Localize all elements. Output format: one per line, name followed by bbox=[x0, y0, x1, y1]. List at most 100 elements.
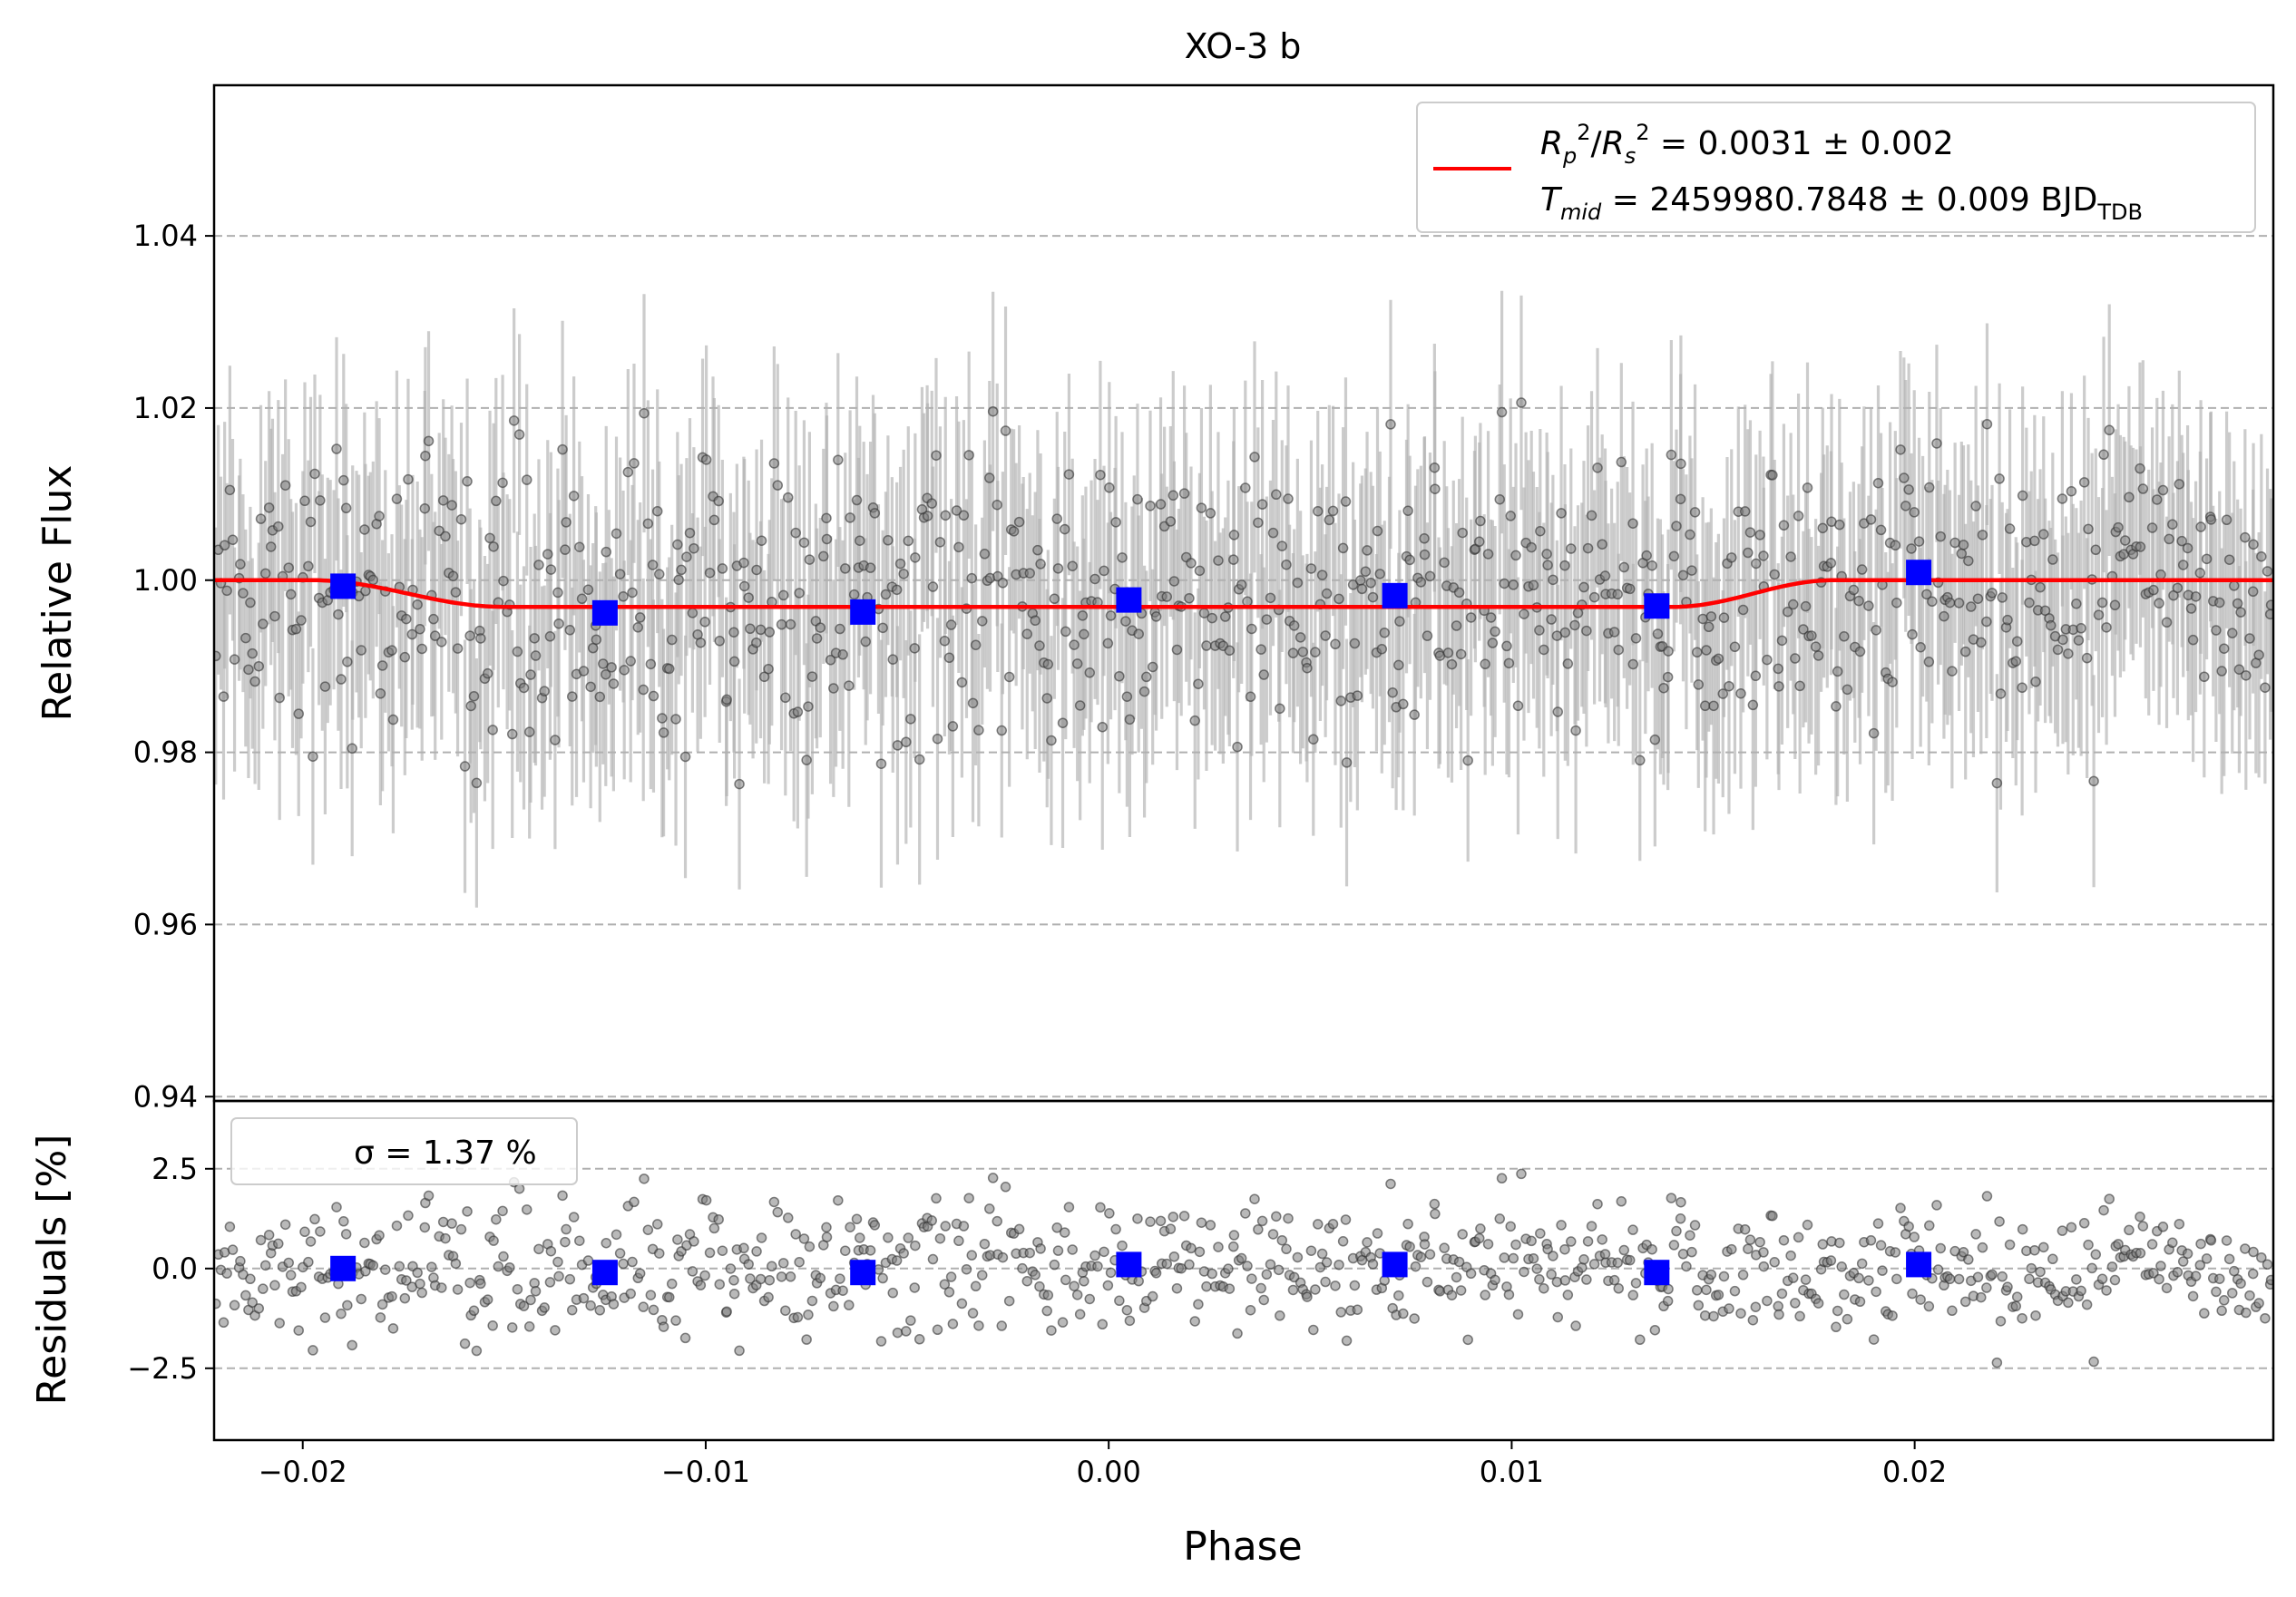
residual-point bbox=[801, 1334, 812, 1345]
residual-point bbox=[2214, 1273, 2225, 1284]
residual-point bbox=[376, 1299, 388, 1310]
residual-point bbox=[293, 1325, 304, 1336]
residual-point bbox=[1150, 1268, 1162, 1279]
raw-point bbox=[331, 443, 342, 454]
residual-binned-point bbox=[330, 1255, 357, 1281]
raw-point bbox=[1581, 625, 1592, 637]
raw-point bbox=[1612, 589, 1623, 600]
residual-point bbox=[560, 1236, 571, 1248]
residual-point bbox=[2146, 1239, 2158, 1250]
raw-point bbox=[2235, 607, 2246, 618]
raw-point bbox=[1776, 635, 1788, 647]
residual-point bbox=[459, 1338, 471, 1349]
raw-point bbox=[482, 667, 493, 679]
residual-point bbox=[1582, 1236, 1594, 1247]
raw-point bbox=[1834, 519, 1845, 531]
raw-point bbox=[1810, 641, 1822, 652]
residual-point bbox=[1997, 1271, 2008, 1282]
raw-point bbox=[1773, 681, 1784, 692]
residual-point bbox=[1201, 1281, 1212, 1292]
raw-point bbox=[525, 669, 536, 680]
x-ticks: −0.02 −0.01 0.00 0.01 0.02 bbox=[259, 1440, 1947, 1489]
raw-point bbox=[2017, 682, 2027, 693]
residual-point bbox=[1132, 1213, 1143, 1224]
raw-point bbox=[1649, 734, 1661, 745]
raw-point bbox=[1276, 540, 1288, 551]
residuals-raw-points bbox=[214, 1168, 2273, 1368]
raw-point bbox=[611, 528, 622, 540]
raw-point bbox=[2137, 483, 2149, 494]
residual-point bbox=[2026, 1262, 2037, 1274]
residual-point bbox=[1947, 1305, 1958, 1317]
raw-point bbox=[2063, 648, 2074, 659]
raw-point bbox=[2167, 519, 2178, 530]
raw-point bbox=[550, 735, 561, 745]
raw-point bbox=[1750, 670, 1762, 682]
raw-point bbox=[1494, 493, 1506, 505]
residual-point bbox=[1817, 1239, 1828, 1250]
raw-point bbox=[1321, 588, 1333, 599]
residual-point bbox=[513, 1183, 525, 1194]
residual-point bbox=[1853, 1272, 1864, 1284]
residual-point bbox=[833, 1194, 844, 1206]
raw-point bbox=[738, 580, 750, 592]
residual-point bbox=[939, 1279, 951, 1290]
residual-point bbox=[1321, 1257, 1333, 1268]
raw-point bbox=[987, 405, 999, 417]
raw-point bbox=[2265, 599, 2273, 610]
raw-point bbox=[2164, 533, 2174, 545]
raw-point bbox=[450, 587, 462, 598]
raw-point bbox=[1398, 698, 1409, 710]
raw-point bbox=[1994, 473, 2005, 484]
raw-point bbox=[1903, 484, 1914, 495]
residual-point bbox=[1581, 1274, 1592, 1285]
residual-point bbox=[218, 1317, 230, 1329]
residual-point bbox=[1548, 1251, 1558, 1261]
raw-point bbox=[1872, 477, 1884, 489]
residual-point bbox=[550, 1325, 561, 1336]
raw-point bbox=[828, 683, 839, 694]
raw-point bbox=[721, 694, 732, 706]
residual-point bbox=[1105, 1267, 1117, 1279]
residual-point bbox=[367, 1260, 379, 1271]
raw-point bbox=[1552, 706, 1564, 717]
raw-point bbox=[790, 527, 801, 539]
residual-point bbox=[1099, 1246, 1109, 1258]
raw-point bbox=[689, 542, 699, 554]
residual-point bbox=[2241, 1307, 2252, 1319]
raw-point bbox=[1354, 575, 1366, 586]
residual-point bbox=[2265, 1274, 2273, 1286]
residual-point bbox=[708, 1222, 720, 1234]
residual-point bbox=[1327, 1218, 1339, 1230]
raw-point bbox=[2076, 623, 2086, 634]
residual-point bbox=[1510, 1239, 1521, 1251]
raw-point bbox=[1487, 638, 1499, 648]
residual-point bbox=[1519, 1266, 1529, 1278]
raw-point bbox=[468, 690, 480, 702]
residual-point bbox=[533, 1243, 544, 1255]
raw-point bbox=[391, 493, 403, 504]
residual-point bbox=[2247, 1268, 2259, 1280]
residual-point bbox=[552, 1256, 563, 1268]
residual-point bbox=[1465, 1268, 1477, 1280]
residual-point bbox=[374, 1230, 385, 1242]
residual-point bbox=[2154, 1273, 2164, 1285]
raw-point bbox=[898, 569, 909, 579]
raw-point bbox=[2155, 569, 2166, 580]
raw-point bbox=[2221, 514, 2232, 526]
residual-point bbox=[932, 1324, 943, 1336]
raw-point bbox=[1887, 677, 1898, 687]
raw-point bbox=[1787, 599, 1799, 610]
residual-point bbox=[1987, 1269, 1998, 1281]
residual-point bbox=[992, 1215, 1002, 1227]
residual-point bbox=[1057, 1317, 1069, 1328]
residual-point bbox=[2187, 1290, 2199, 1302]
residual-point bbox=[887, 1287, 898, 1299]
residual-point bbox=[1041, 1305, 1052, 1317]
residual-point bbox=[1666, 1193, 1677, 1203]
residual-point bbox=[1842, 1313, 1853, 1325]
residual-point bbox=[947, 1319, 959, 1329]
residual-point bbox=[1895, 1203, 1906, 1213]
raw-point bbox=[1145, 501, 1156, 511]
raw-point bbox=[1324, 514, 1335, 526]
